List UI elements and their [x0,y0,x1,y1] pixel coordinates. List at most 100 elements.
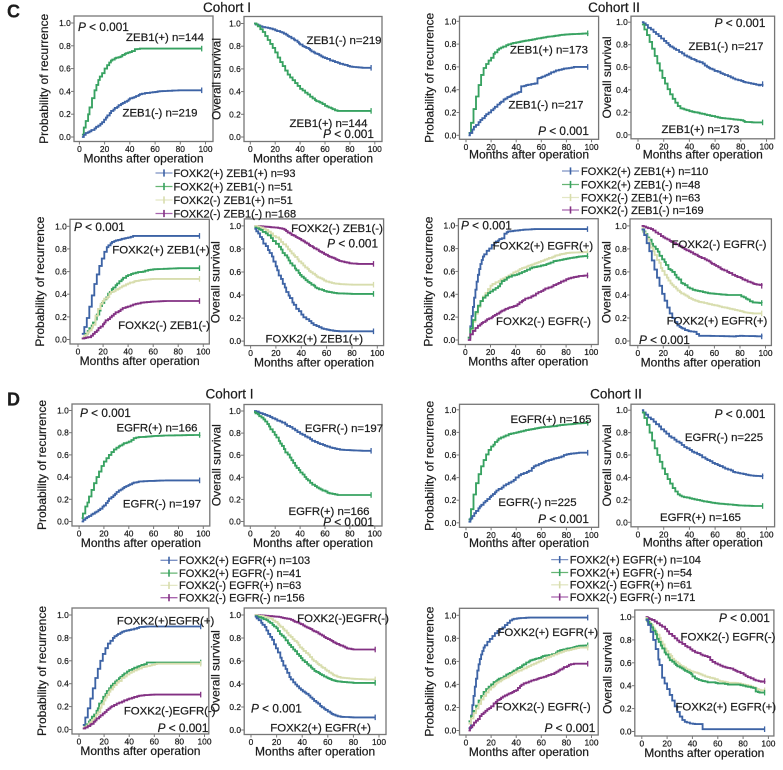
svg-text:EGFR(-) n=197: EGFR(-) n=197 [123,498,201,510]
svg-text:FOXK2(+) ZEB1(+) n=110: FOXK2(+) ZEB1(+) n=110 [581,166,708,178]
svg-text:0.8: 0.8 [445,427,457,437]
svg-text:FOXK2(+) EGFR(+): FOXK2(+) EGFR(+) [667,315,768,327]
svg-text:20: 20 [486,738,496,748]
svg-text:20: 20 [659,141,669,151]
svg-text:0.4: 0.4 [229,679,241,689]
svg-text:P < 0.001: P < 0.001 [251,702,302,716]
svg-text:0.6: 0.6 [444,266,456,276]
svg-text:FOXK2(+) EGFR(+): FOXK2(+) EGFR(+) [270,722,371,734]
svg-text:60: 60 [710,348,720,358]
svg-text:60: 60 [537,142,547,152]
svg-text:Months after operation: Months after operation [80,744,200,758]
svg-text:1.0: 1.0 [445,405,457,415]
svg-text:0.0: 0.0 [445,130,457,140]
svg-text:Cohort I: Cohort I [203,0,251,15]
svg-text:0.4: 0.4 [445,679,457,689]
svg-text:0: 0 [639,739,644,749]
svg-text:Overall survival: Overall survival [209,630,223,712]
svg-text:0.0: 0.0 [445,518,457,528]
svg-text:0: 0 [464,142,469,152]
svg-text:EGFR(-) n=197: EGFR(-) n=197 [305,423,383,435]
svg-text:P < 0.001: P < 0.001 [538,512,589,526]
svg-text:0.4: 0.4 [229,87,241,97]
svg-text:FOXK2(-) EGFR(+) n=63: FOXK2(-) EGFR(+) n=63 [179,580,301,592]
svg-text:D: D [7,390,20,410]
svg-text:0.0: 0.0 [620,727,632,737]
svg-text:0.2: 0.2 [57,702,69,712]
svg-text:Overall survival: Overall survival [600,424,614,506]
svg-text:80: 80 [174,529,184,539]
svg-text:FOXK2(-) ZEB1(-) n=168: FOXK2(-) ZEB1(-) n=168 [174,208,297,220]
svg-text:EGFR(+) n=165: EGFR(+) n=165 [510,414,591,426]
svg-text:60: 60 [150,144,160,154]
svg-text:P < 0.001: P < 0.001 [80,406,131,420]
svg-text:0.6: 0.6 [55,267,67,277]
svg-text:80: 80 [174,347,184,357]
svg-text:Cohort II: Cohort II [590,387,642,402]
svg-text:0.6: 0.6 [229,656,241,666]
svg-text:0.0: 0.0 [444,335,456,345]
svg-text:100: 100 [584,347,598,357]
svg-text:P < 0.001: P < 0.001 [719,611,770,625]
svg-text:80: 80 [561,347,571,357]
svg-text:P < 0.001: P < 0.001 [538,124,589,138]
svg-text:0.6: 0.6 [445,656,457,666]
svg-text:FOXK2(-) EGFR(-) n=171: FOXK2(-) EGFR(-) n=171 [570,592,696,604]
svg-text:60: 60 [322,348,332,358]
svg-text:0.8: 0.8 [615,244,627,254]
svg-text:FOXK2(-) ZEB1(+) n=63: FOXK2(-) ZEB1(+) n=63 [581,192,700,204]
svg-text:40: 40 [123,347,133,357]
svg-text:0.0: 0.0 [229,336,241,346]
svg-text:0.8: 0.8 [616,40,628,50]
svg-text:100: 100 [761,739,775,749]
svg-text:0.6: 0.6 [620,658,632,668]
svg-text:80: 80 [345,144,355,154]
svg-text:0.2: 0.2 [444,312,456,322]
svg-text:0.6: 0.6 [229,64,241,74]
svg-text:0.2: 0.2 [616,107,628,117]
svg-text:20: 20 [271,348,281,358]
svg-text:0: 0 [248,348,253,358]
svg-text:1.0: 1.0 [57,610,69,620]
svg-text:FOXK2(+) EGFR(+) n=104: FOXK2(+) EGFR(+) n=104 [570,554,701,566]
svg-text:20: 20 [486,142,496,152]
svg-text:FOXK2(-) ZEB1(-): FOXK2(-) ZEB1(-) [118,320,210,332]
svg-text:0: 0 [77,737,82,747]
svg-text:0.0: 0.0 [229,132,241,142]
svg-text:100: 100 [760,529,774,539]
svg-text:ZEB1(+) n=173: ZEB1(+) n=173 [662,124,740,136]
svg-text:60: 60 [713,739,723,749]
svg-text:20: 20 [99,737,109,747]
svg-text:P < 0.001: P < 0.001 [78,20,129,34]
svg-text:P < 0.001: P < 0.001 [323,127,374,141]
svg-text:Months after operation: Months after operation [469,745,589,759]
svg-text:0.4: 0.4 [57,679,69,689]
svg-text:20: 20 [272,737,282,747]
svg-text:20: 20 [98,347,108,357]
svg-text:100: 100 [368,529,382,539]
svg-text:1.0: 1.0 [229,221,241,231]
svg-text:0.6: 0.6 [445,450,457,460]
svg-text:Months after operation: Months after operation [469,147,589,161]
svg-text:40: 40 [297,348,307,358]
svg-text:100: 100 [198,737,212,747]
svg-text:0.8: 0.8 [229,633,241,643]
svg-text:0.8: 0.8 [57,428,69,438]
svg-text:0.2: 0.2 [445,495,457,505]
svg-text:Months after operation: Months after operation [643,147,763,161]
svg-text:1.0: 1.0 [620,612,632,622]
svg-text:100: 100 [759,348,773,358]
svg-text:0.8: 0.8 [444,244,456,254]
svg-text:0.8: 0.8 [57,633,69,643]
svg-text:C: C [7,2,20,22]
svg-text:0: 0 [636,529,641,539]
svg-text:80: 80 [349,737,359,747]
svg-text:20: 20 [271,144,281,154]
svg-text:1.0: 1.0 [445,610,457,620]
svg-text:0.2: 0.2 [616,495,628,505]
svg-text:0.4: 0.4 [616,473,628,483]
svg-text:60: 60 [320,529,330,539]
svg-text:Months after operation: Months after operation [255,745,375,759]
svg-text:0.2: 0.2 [229,109,241,119]
svg-text:0.8: 0.8 [59,41,71,51]
